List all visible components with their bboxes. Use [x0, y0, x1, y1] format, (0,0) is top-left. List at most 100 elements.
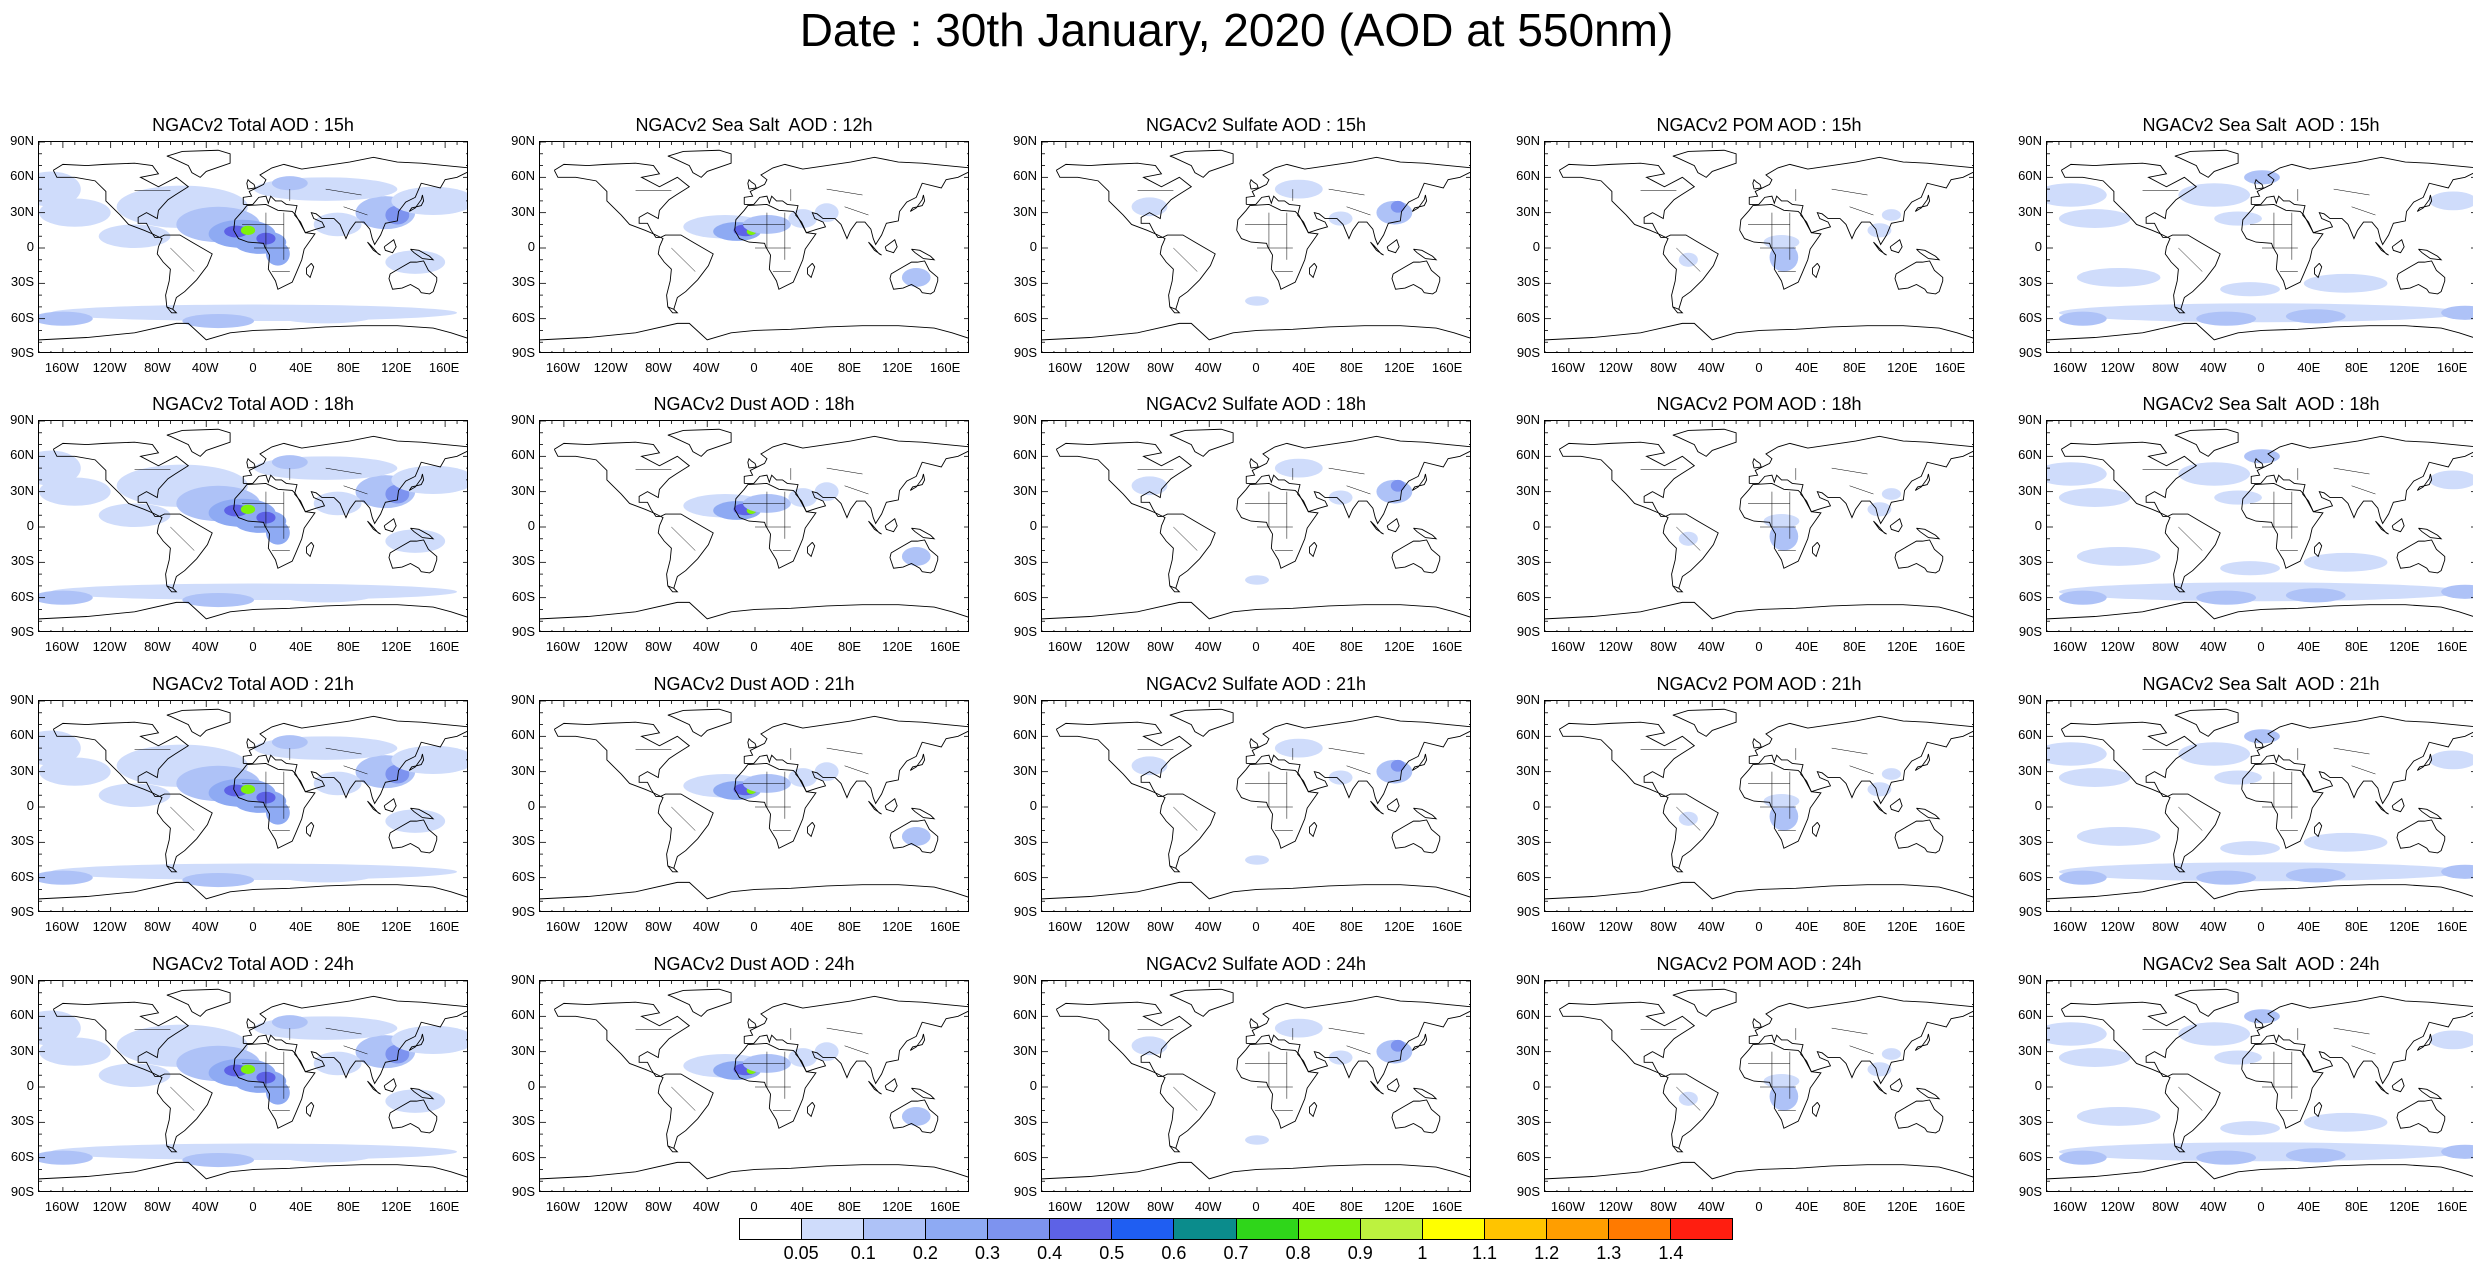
lon-tick-label: 120W — [92, 1199, 127, 1214]
lat-tick-label: 60N — [10, 727, 34, 743]
coastline — [1169, 988, 1234, 1017]
map-frame — [1041, 141, 1471, 353]
coastline — [246, 1017, 256, 1029]
lat-tick-label: 90N — [10, 133, 34, 148]
aod-field-total — [50, 583, 458, 601]
aod-field-sulfate — [1328, 211, 1353, 226]
aod-field-seasalt — [2196, 311, 2257, 326]
coastline — [2241, 762, 2324, 849]
panel-title: NGACv2 Dust AOD : 24h — [653, 954, 855, 974]
colorbar-box — [802, 1219, 865, 1239]
lon-tick-label: 120E — [2389, 1199, 2420, 1214]
coastline — [1873, 1080, 1887, 1095]
country-border — [1346, 1045, 1371, 1055]
map-frame — [1544, 700, 1974, 912]
aod-field-seasalt — [2058, 209, 2131, 228]
lon-tick-label: 160E — [428, 1199, 460, 1214]
aod-field-pom — [1769, 243, 1799, 272]
coastline — [1894, 819, 1944, 854]
panel-title: NGACv2 Sea Salt AOD : 15h — [2142, 115, 2380, 135]
map-panel: NGACv2 Sulfate AOD : 15h 90N 60N 30N 0 30S 60S… — [1013, 115, 1471, 401]
lat-tick-label: 60N — [2018, 727, 2042, 743]
lon-tick-label: 160E — [2436, 1199, 2468, 1214]
lat-tick-label: 60S — [10, 1148, 34, 1164]
coastline — [306, 821, 315, 838]
coastline — [807, 1101, 816, 1118]
panel-title: NGACv2 Total AOD : 24h — [152, 954, 354, 974]
coastline — [1413, 1087, 1438, 1100]
coastline — [233, 762, 316, 849]
aod-field-total — [240, 504, 256, 515]
lon-tick-label: 120E — [2389, 919, 2420, 934]
lon-tick-label: 40E — [289, 360, 313, 375]
lat-tick-label: 90S — [1516, 624, 1540, 639]
lon-tick-label: 40E — [790, 1199, 814, 1214]
aod-field-total — [391, 465, 467, 495]
coastline — [553, 1001, 691, 1077]
lat-tick-label: 30S — [511, 1113, 535, 1129]
country-border — [325, 188, 362, 196]
aod-field-seasalt — [2076, 547, 2161, 566]
aod-field-dust — [901, 547, 931, 566]
lat-tick-label: 60S — [511, 588, 535, 604]
aod-field-seasalt — [2303, 1112, 2388, 1132]
lat-tick-label: 60N — [2018, 168, 2042, 184]
aod-field-seasalt — [2047, 183, 2107, 207]
lon-tick-label: 160W — [545, 1199, 580, 1214]
coastline — [233, 203, 316, 290]
lat-tick-label: 60S — [1516, 588, 1540, 604]
map-panel: NGACv2 Sea Salt AOD : 24h 90N 60N 30N 0 30S 60… — [2018, 954, 2473, 1240]
coastline — [166, 708, 231, 737]
aod-field-total — [39, 477, 111, 506]
coastline — [657, 513, 714, 589]
lon-tick-label: 120W — [1598, 1199, 1633, 1214]
lon-tick-label: 40W — [1194, 919, 1222, 934]
aod-field-seasalt — [2429, 191, 2473, 211]
lon-tick-label: 40W — [1194, 1199, 1222, 1214]
coastline — [667, 306, 679, 314]
lon-tick-label: 0 — [750, 919, 758, 934]
coastline — [2375, 241, 2389, 256]
coastline — [367, 241, 381, 256]
lat-tick-label: 60S — [2018, 1148, 2042, 1164]
lat-tick-label: 60N — [1013, 1007, 1037, 1023]
coastline — [1889, 1078, 1903, 1093]
lon-tick-label: 160W — [44, 360, 79, 375]
lat-tick-label: 60S — [2018, 868, 2042, 884]
country-border — [2351, 485, 2376, 495]
lon-tick-label: 120E — [381, 360, 412, 375]
country-border — [1831, 1027, 1868, 1035]
aod-field-total — [265, 242, 290, 266]
coastline — [1370, 241, 1384, 256]
coastline — [884, 1078, 898, 1093]
coastline — [1894, 260, 1944, 295]
coastline — [1672, 708, 1737, 737]
aod-field-seasalt — [2244, 170, 2280, 185]
aod-field-pom — [1763, 235, 1800, 250]
lat-tick-label: 30N — [1013, 762, 1037, 778]
aod-field-seasalt — [2285, 309, 2346, 324]
world-map — [2047, 421, 2473, 631]
aod-field-sulfate — [1131, 197, 1168, 217]
coastline — [1672, 988, 1737, 1017]
lat-tick-label: 60N — [10, 447, 34, 463]
coastline — [2375, 520, 2389, 535]
lat-tick-label: 0 — [1029, 518, 1037, 533]
map-frame — [1544, 420, 1974, 632]
coastline — [242, 715, 467, 805]
lon-tick-label: 80E — [837, 360, 862, 375]
lon-tick-label: 80E — [336, 1199, 361, 1214]
lat-tick-label: 30S — [10, 553, 34, 569]
colorbar-boxes — [739, 1218, 1733, 1240]
lon-tick-label: 160W — [1047, 1199, 1082, 1214]
coastline — [1662, 234, 1719, 310]
lat-tick-label: 30N — [1013, 203, 1037, 219]
coastline — [747, 178, 757, 190]
lon-tick-label: 0 — [249, 360, 257, 375]
lon-tick-label: 120E — [882, 1199, 913, 1214]
coastline — [166, 149, 231, 178]
lon-tick-label: 80W — [1650, 360, 1677, 375]
lon-tick-label: 80E — [837, 1199, 862, 1214]
lon-tick-label: 80E — [1339, 1199, 1364, 1214]
coastline — [1169, 428, 1234, 457]
